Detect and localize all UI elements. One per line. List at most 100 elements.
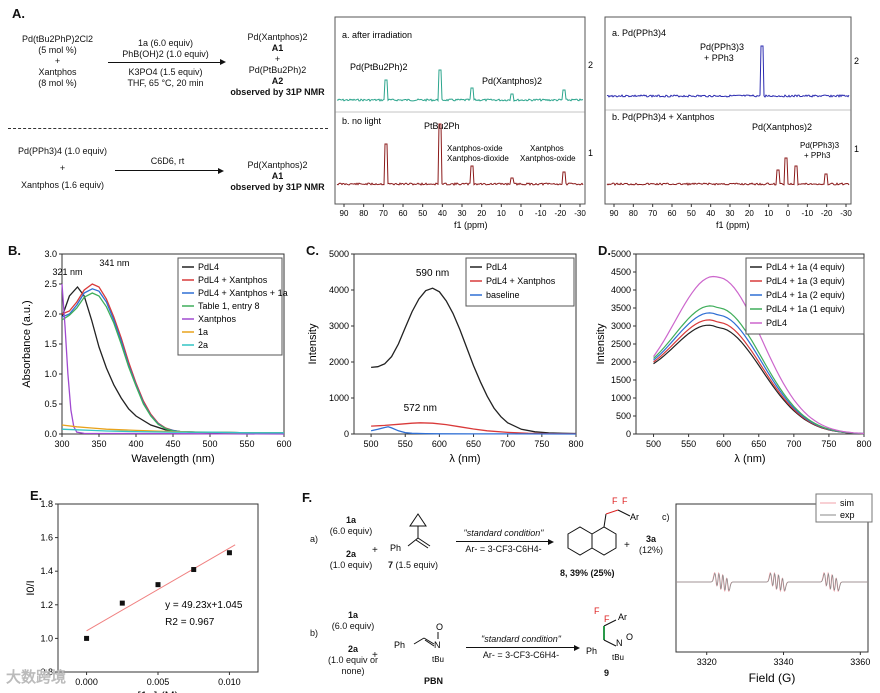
nmr2-top-trace (606, 45, 850, 98)
rxn2-prod1: Pd(Xantphos)2 (247, 160, 308, 170)
fa-product-8-structure: F F Ar (567, 496, 639, 556)
nmr-spectrum-2: a. Pd(PPh3)4 b. Pd(PPh3)4 + Xantphos Pd(… (604, 16, 859, 230)
chart-e-data-point (191, 567, 197, 573)
fc-tag: c) (662, 512, 670, 522)
fb-o-atom: O (436, 622, 443, 632)
chart-f-epr: 3320 3340 3360 Field (G) sim exp (675, 493, 873, 685)
chart-d-series-line (653, 305, 865, 435)
fa-side: 3a (645, 534, 656, 544)
chart-c-ytick-label: 0 (344, 429, 349, 439)
chart-e-ytick-label: 0.8 (40, 667, 53, 677)
fb-ph2: Ph (586, 646, 597, 656)
nmr2-x-tick-label: 40 (706, 209, 715, 218)
chart-e-ytick-label: 1.4 (40, 566, 53, 576)
nmr2-ann-pph3: + PPh3 (704, 53, 734, 63)
rxn2-reagent2: Xantphos (1.6 equiv) (20, 180, 105, 190)
chart-b-xtick-label: 600 (276, 439, 291, 449)
chart-b-absorbance: 300 350 400 450 500 550 600 0.0 0.5 1.0 1.5 2.0 2.5 3… (21, 249, 292, 465)
chart-e-ytick-label: 1.2 (40, 600, 53, 610)
chart-c-xtick-label: 750 (534, 439, 549, 449)
rxn1-conditions: 1a (6.0 equiv) PhB(OH)2 (1.0 equiv) K3PO… (108, 38, 223, 89)
rxn1-cond4: THF, 65 °C, 20 min (127, 78, 204, 88)
fb-cond2: Ar- = 3-CF3-C6H4- (482, 650, 560, 660)
fb-pbn-label: PBN (424, 676, 444, 686)
fa-r1: 1a (345, 515, 356, 525)
panel-a-divider (8, 128, 328, 129)
chart-d-legend-entry: PdL4 + 1a (1 equiv) (766, 304, 845, 314)
chart-d-xlabel: λ (nm) (734, 453, 765, 465)
chart-d-xtick-label: 750 (821, 439, 836, 449)
chart-f-xtick-label: 3340 (774, 657, 794, 667)
fa-arrowhead (548, 539, 554, 545)
rxn1-prod2: Pd(PtBu2Ph)2 (248, 65, 307, 75)
nmr2-ann-pph3b: + PPh3 (804, 151, 831, 160)
chart-c-legend-entry: baseline (486, 290, 520, 300)
chart-e-data-point (84, 635, 90, 641)
fb-product-9-structure: F F Ar N O Ph tBu (586, 606, 633, 662)
chart-d-ytick-label: 1500 (611, 375, 631, 385)
chart-d-ytick-label: 4500 (611, 267, 631, 277)
chart-e-fit-line (86, 544, 236, 632)
fb-r2-amt: (1.0 equiv or none) (327, 655, 379, 676)
chart-d-legend-entry: PdL4 + 1a (4 equiv) (766, 262, 845, 272)
chart-b-xtick-label: 450 (165, 439, 180, 449)
fb-tbu2: tBu (612, 653, 624, 662)
fa-f1: F (612, 496, 618, 506)
nmr2-bottom-trace (606, 157, 850, 186)
nmr1-x-tick-label: 50 (418, 209, 427, 218)
nmr2-x-tick-label: 10 (764, 209, 773, 218)
chart-d-xtick-label: 650 (751, 439, 766, 449)
chart-b-ytick-label: 3.0 (44, 249, 57, 259)
rxn2-arrow (115, 170, 220, 171)
chart-b-ytick-label: 0.5 (44, 399, 57, 409)
nmr1-ann-xant-dioxide: Xantphos-dioxide (447, 154, 509, 163)
nmr1-frame (334, 16, 586, 205)
chart-c-xtick-label: 650 (466, 439, 481, 449)
nmr2-x-tick-label: -20 (821, 209, 833, 218)
nmr1-side-1: 1 (588, 148, 593, 158)
chart-e-ylabel: I0/I (25, 580, 37, 595)
fa-ph: Ph (390, 543, 401, 553)
nmr1-x-tick-label: 10 (497, 209, 506, 218)
chart-e-r2: R2 = 0.967 (165, 617, 215, 628)
chart-c-ylabel: Intensity (307, 323, 319, 364)
chart-f-xtick-label: 3360 (850, 657, 870, 667)
chart-e-equation: y = 49.23x+1.045 (165, 600, 243, 611)
rxn1-prod1: Pd(Xantphos)2 (247, 32, 308, 42)
nmr1-ann-pdxant: Pd(Xantphos)2 (482, 76, 542, 86)
panel-e-label: E. (30, 488, 43, 503)
chart-e-data-point (119, 600, 125, 606)
nmr1-top-title: a. after irradiation (342, 30, 412, 40)
rxn2-conditions: C6D6, rt (115, 156, 220, 171)
rxn2-cond: C6D6, rt (150, 156, 185, 166)
chart-d-ytick-label: 2000 (611, 357, 631, 367)
chart-c-ytick-label: 3000 (329, 321, 349, 331)
rxn2-products: Pd(Xantphos)2 A1 observed by 31P NMR (225, 160, 330, 193)
chart-d-legend-entry: PdL4 + 1a (3 equiv) (766, 276, 845, 286)
panel-d-label: D. (598, 243, 611, 258)
chart-d-quenching: 500 550 600 650 700 750 800 0 500 1000 1500 2000 250… (595, 249, 872, 465)
chart-b-xtick-label: 300 (54, 439, 69, 449)
fb-product-label: 9 (604, 668, 610, 678)
chart-c-ytick-label: 5000 (329, 249, 349, 259)
chart-f-legend-entry: exp (840, 510, 855, 520)
chart-c-xtick-label: 600 (432, 439, 447, 449)
fa-plus: + (372, 545, 378, 556)
nmr1-x-tick-label: 60 (399, 209, 408, 218)
chart-d-series-line (653, 324, 865, 435)
chart-e-data-point (155, 582, 161, 588)
rxn1-reagent-block: Pd(tBu2PhP)2Cl2 (5 mol %) + Xantphos (8 … (10, 34, 105, 89)
nmr2-ann-pdpph3: Pd(PPh3)3 (800, 141, 840, 150)
fb-arrow (466, 647, 576, 648)
chart-b-ytick-label: 1.5 (44, 339, 57, 349)
chart-b-ytick-label: 2.5 (44, 279, 57, 289)
panel-f-label: F. (302, 490, 313, 505)
nmr2-x-tick-label: 20 (745, 209, 754, 218)
chart-f-legend-entry: sim (840, 498, 854, 508)
nmr1-x-tick-label: 90 (340, 209, 349, 218)
nmr1-x-tick-label: 40 (438, 209, 447, 218)
chart-c-xtick-label: 700 (500, 439, 515, 449)
chart-b-xlabel: Wavelength (nm) (131, 453, 214, 465)
chart-c-ytick-label: 4000 (329, 285, 349, 295)
chart-c-annotation-590: 590 nm (416, 268, 449, 279)
